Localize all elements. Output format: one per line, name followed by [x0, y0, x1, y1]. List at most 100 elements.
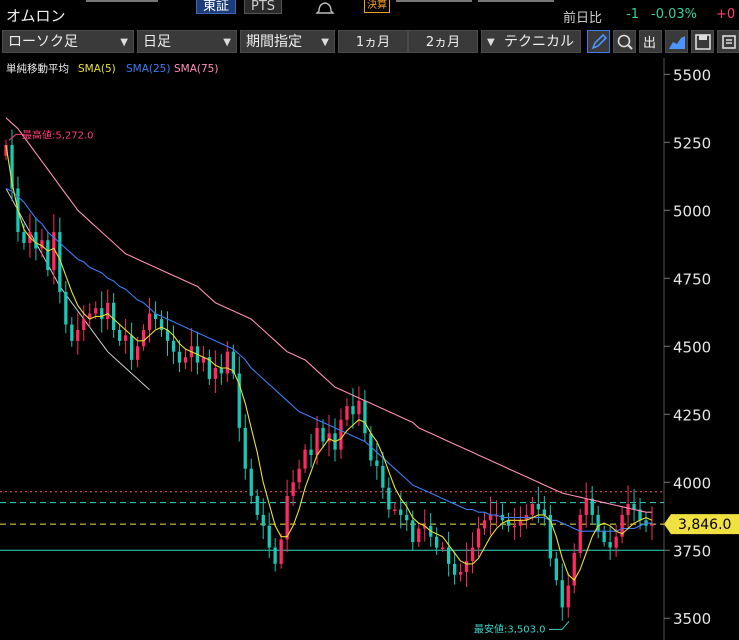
plot-area	[0, 58, 664, 640]
candle-body	[303, 449, 307, 469]
candle-body	[351, 406, 355, 415]
candle-body	[136, 346, 140, 360]
tab-tse[interactable]: 東証	[196, 0, 237, 14]
chevron-down-icon: ▼	[223, 37, 231, 48]
toolbar: ローソク足 ▼ 日足 ▼ 期間指定 ▼ 1ヵ月 2ヵ月 ▼ テクニカル 出	[0, 28, 739, 56]
candle-body	[554, 558, 558, 581]
settings-icon[interactable]	[717, 30, 739, 53]
sma5-line	[5, 144, 653, 582]
candle-body	[207, 357, 211, 379]
candle-body	[650, 524, 654, 526]
range-2month-button[interactable]: 2ヵ月	[408, 30, 478, 53]
candle-body	[411, 520, 415, 543]
range-value: 期間指定	[246, 34, 302, 50]
candle-body	[40, 240, 44, 249]
change-percent: -0.03%	[651, 7, 697, 22]
candle-body	[147, 313, 152, 330]
high-marker	[8, 133, 22, 141]
legend-entry: SMA(75)	[174, 63, 218, 75]
candle-body	[470, 547, 475, 562]
candle-body	[321, 427, 325, 442]
change-value: -1	[626, 7, 639, 22]
y-tick-label: 5000	[673, 202, 711, 220]
candle-body	[291, 482, 295, 496]
candle-body	[237, 373, 241, 428]
candle-body	[249, 468, 253, 496]
pen-icon[interactable]	[587, 30, 610, 53]
header-divider	[86, 0, 158, 2]
range-select[interactable]: 期間指定 ▼	[240, 30, 335, 53]
period-select[interactable]: 日足 ▼	[137, 30, 237, 53]
candle-body	[417, 528, 421, 543]
bell-icon[interactable]	[314, 0, 336, 14]
save-icon[interactable]	[691, 30, 714, 53]
candle-body	[64, 291, 68, 325]
candle-body	[297, 468, 301, 483]
candle-body	[608, 542, 612, 548]
candle-body	[626, 504, 630, 515]
range-1month-button[interactable]: 1ヵ月	[338, 30, 408, 53]
candle-body	[578, 514, 582, 553]
candle-body	[584, 498, 588, 515]
candle-body	[273, 547, 277, 564]
candle-body	[435, 536, 439, 548]
output-icon[interactable]: 出	[639, 30, 662, 53]
candle-body	[52, 232, 56, 271]
candle-body	[183, 357, 188, 363]
y-tick-label: 3750	[673, 542, 711, 560]
y-tick-label: 3500	[673, 610, 711, 628]
candle-body	[560, 580, 564, 608]
candle-body	[106, 302, 110, 320]
candle-body	[399, 509, 403, 515]
candle-body	[590, 498, 594, 515]
candle-body	[441, 547, 445, 549]
candle-body	[243, 427, 247, 469]
chevron-down-icon: ▼	[487, 37, 495, 48]
earnings-badge[interactable]: 決算	[364, 0, 390, 13]
candle-body	[130, 335, 134, 360]
candle-body	[488, 514, 493, 521]
candle-body	[58, 232, 62, 292]
candle-body	[219, 368, 223, 374]
legend-entry: 単純移動平均	[6, 62, 69, 75]
low-marker	[549, 621, 570, 630]
technical-select[interactable]: ▼ テクニカル	[481, 30, 581, 53]
candle-body	[536, 504, 540, 510]
current-price-label: 3,846.0	[678, 517, 731, 533]
tab-pts[interactable]: PTS	[244, 0, 283, 14]
candle-body	[34, 232, 38, 249]
candle-body	[171, 340, 176, 352]
search-icon[interactable]	[613, 30, 636, 53]
candle-body	[88, 313, 92, 319]
candle-body	[76, 330, 80, 341]
candle-body	[620, 514, 624, 537]
candle-body	[345, 406, 349, 420]
candle-body	[405, 514, 409, 521]
candle-body	[548, 514, 552, 559]
candle-body	[476, 528, 481, 548]
y-tick-label: 4750	[673, 270, 711, 288]
chart-type-select[interactable]: ローソク足 ▼	[2, 30, 134, 53]
candle-body	[177, 351, 182, 363]
candlestick-chart[interactable]: 5500 5250 5000 4750 4500 4250 4000 3750 3500 最高値…	[0, 58, 739, 640]
candle-body	[363, 400, 367, 434]
technical-value: テクニカル	[504, 34, 574, 50]
y-tick-label: 5500	[673, 66, 711, 84]
candle-body	[572, 553, 576, 586]
area-chart-icon[interactable]	[665, 30, 688, 53]
current-price-tag	[664, 514, 739, 535]
candle-body	[94, 308, 98, 314]
candle-body	[141, 330, 146, 347]
candle-body	[530, 504, 534, 515]
candle-body	[285, 495, 289, 540]
high-annotation: 最高値:5,272.0	[22, 128, 94, 141]
candle-body	[225, 351, 229, 374]
candle-body	[153, 313, 158, 319]
y-tick-label: 4000	[673, 474, 711, 492]
sma75-line	[5, 117, 652, 513]
y-tick-label: 4500	[673, 338, 711, 356]
chevron-down-icon: ▼	[321, 37, 329, 48]
candle-body	[393, 509, 397, 511]
candle-body	[381, 465, 385, 488]
candle-body	[375, 460, 379, 466]
